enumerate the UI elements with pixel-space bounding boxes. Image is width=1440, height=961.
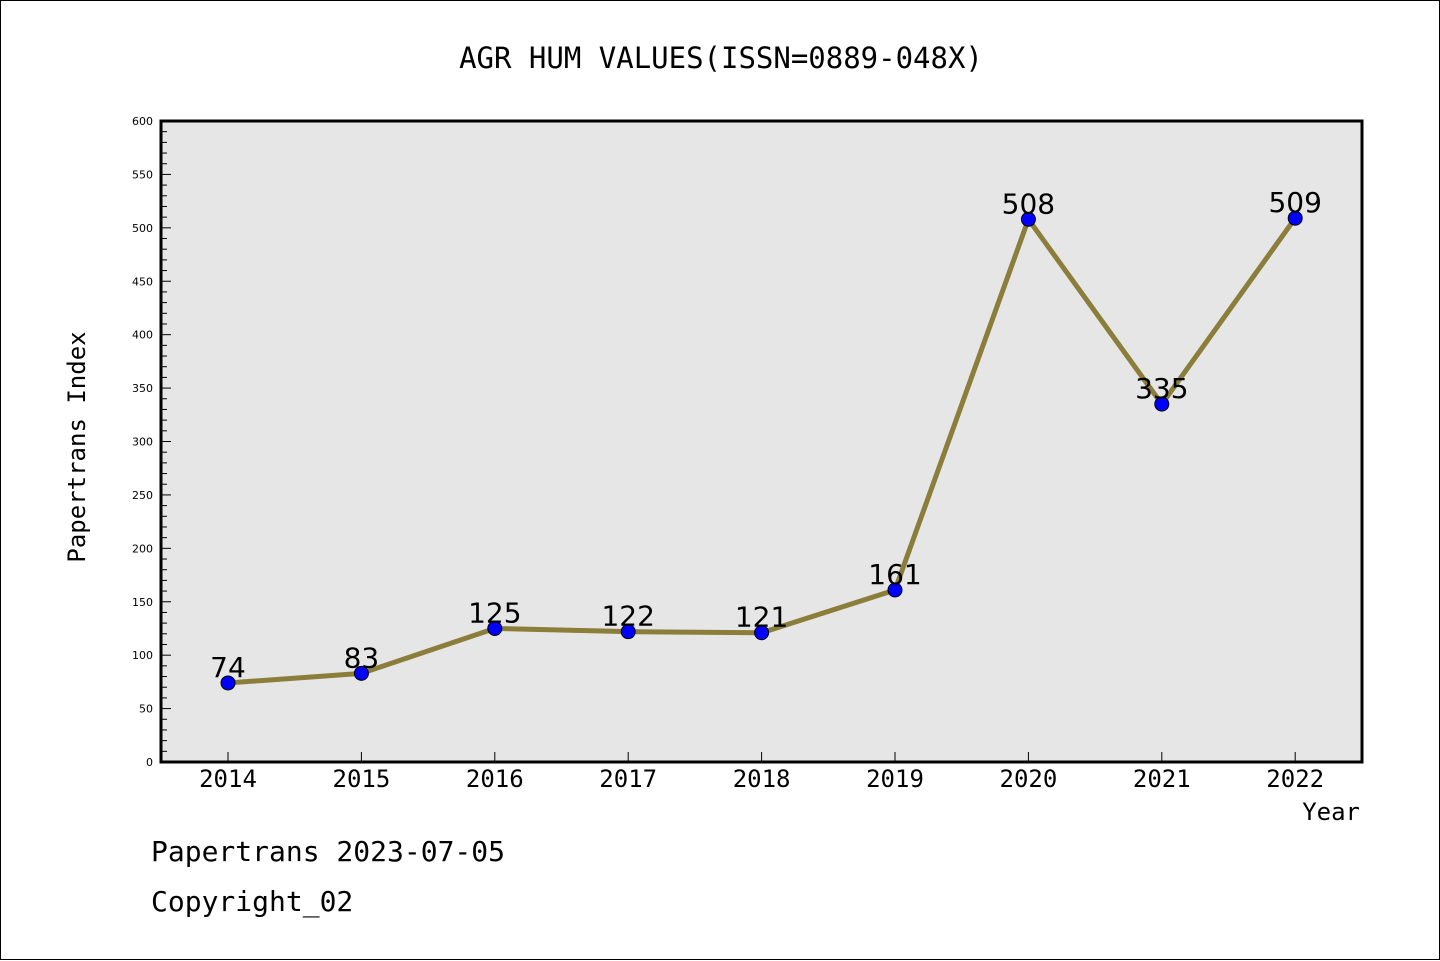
data-label: 125 — [468, 596, 521, 629]
data-label: 161 — [868, 558, 921, 591]
y-tick-label: 600 — [132, 115, 153, 128]
data-label: 74 — [210, 651, 246, 684]
y-axis-label: Papertrans Index — [63, 331, 91, 562]
data-label: 83 — [344, 641, 380, 674]
plot-area — [159, 119, 1364, 764]
y-tick-label: 250 — [132, 489, 153, 502]
x-tick-label: 2015 — [333, 765, 391, 793]
footer-copyright: Copyright_02 — [151, 885, 354, 918]
data-label: 122 — [601, 600, 654, 633]
y-tick-label: 550 — [132, 168, 153, 181]
x-axis: 2014 2015 2016 2017 2018 2019 2020 2021 2022 — [199, 752, 1324, 793]
x-tick-label: 2020 — [1000, 765, 1058, 793]
data-point — [1020, 211, 1036, 227]
y-minor-ticks — [161, 131, 167, 752]
data-point — [1154, 396, 1170, 412]
series-papertrans-index: 74 83 125 122 121 161 508 335 509 — [210, 186, 1322, 691]
y-tick-label: 350 — [132, 382, 153, 395]
x-tick-label: 2019 — [866, 765, 924, 793]
data-point — [220, 675, 236, 691]
data-label: 121 — [735, 601, 788, 634]
x-tick-label: 2017 — [599, 765, 657, 793]
y-tick-label: 300 — [132, 436, 153, 449]
y-tick-label: 450 — [132, 275, 153, 288]
y-tick-label: 500 — [132, 222, 153, 235]
data-point — [754, 625, 770, 641]
data-point — [353, 665, 369, 681]
data-label: 335 — [1135, 372, 1188, 405]
y-tick-label: 0 — [146, 756, 153, 769]
x-tick-label: 2016 — [466, 765, 524, 793]
data-label: 509 — [1268, 186, 1321, 219]
x-tick-label: 2022 — [1266, 765, 1324, 793]
y-tick-label: 100 — [132, 649, 153, 662]
footer-date: Papertrans 2023-07-05 — [151, 835, 506, 868]
data-point — [620, 624, 636, 640]
y-tick-label: 50 — [139, 703, 153, 716]
data-label: 508 — [1002, 187, 1055, 220]
y-tick-label: 150 — [132, 596, 153, 609]
data-point — [487, 620, 503, 636]
x-tick-label: 2021 — [1133, 765, 1191, 793]
x-tick-label: 2014 — [199, 765, 257, 793]
y-tick-label: 400 — [132, 329, 153, 342]
x-axis-label: Year — [1302, 798, 1360, 826]
x-tick-label: 2018 — [733, 765, 791, 793]
data-point — [887, 582, 903, 598]
y-tick-label: 200 — [132, 542, 153, 555]
data-point — [1287, 210, 1303, 226]
chart-title: AGR HUM VALUES(ISSN=0889-048X) — [459, 41, 983, 75]
y-axis: 0 50 100 150 200 250 300 350 400 450 500 550 600 — [132, 115, 171, 769]
